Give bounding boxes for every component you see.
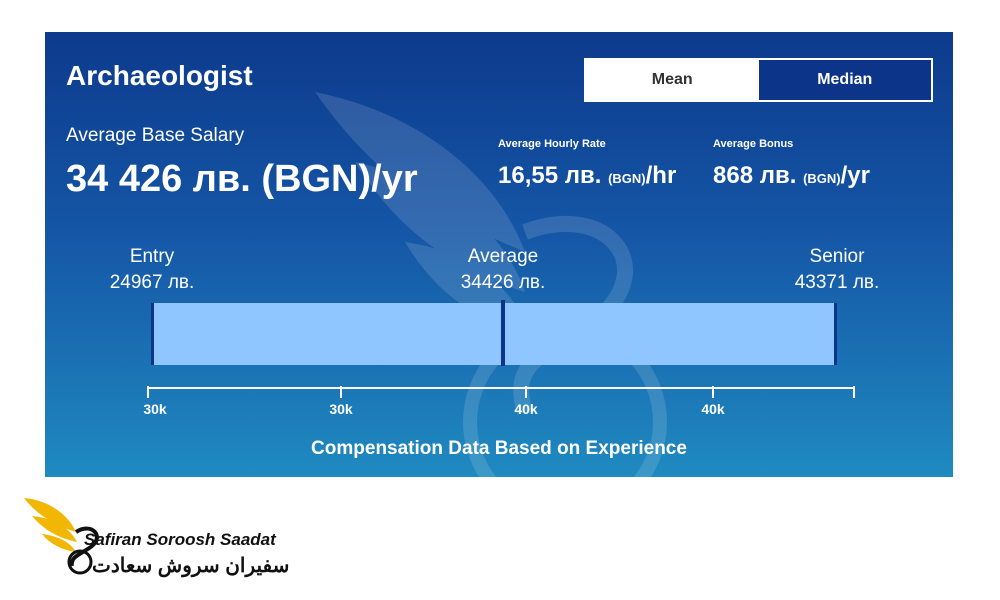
bonus-unit: /yr <box>840 162 870 189</box>
axis-tick-label: 40k <box>514 401 538 417</box>
hourly-currency: (BGN) <box>608 171 646 186</box>
bonus-currency: (BGN) <box>803 171 841 186</box>
salary-axis <box>147 386 855 398</box>
entry-label: Entry <box>129 246 175 267</box>
average-marker <box>501 300 505 366</box>
entry-value: 24967 лв. <box>109 272 195 293</box>
page-title: Archaeologist <box>66 60 253 91</box>
chart-caption: Compensation Data Based on Experience <box>311 438 687 459</box>
hourly-unit: /hr <box>645 162 677 189</box>
brand-name-en: Safiran Soroosh Saadat <box>84 530 276 549</box>
senior-level: Senior 43371 лв. <box>757 244 917 296</box>
axis-tick-label: 40k <box>701 401 725 417</box>
base-salary-value: 34 426 лв. (BGN)/yr <box>66 158 418 200</box>
average-level: Average 34426 лв. <box>423 244 583 296</box>
brand-logo-icon <box>24 498 99 575</box>
brand-name-fa: سفیران سروش سعادت <box>92 555 290 577</box>
hourly-amount: 16,55 лв. <box>498 162 602 189</box>
hourly-rate-label: Average Hourly Rate <box>498 138 606 150</box>
mean-median-toggle[interactable]: Mean Median <box>584 58 933 102</box>
average-label: Average <box>467 246 539 267</box>
hourly-rate-value: 16,55 лв. (BGN)/hr <box>498 162 676 190</box>
bonus-value: 868 лв. (BGN)/yr <box>713 162 870 190</box>
axis-tick-label: 30k <box>329 401 353 417</box>
bonus-amount: 868 лв. <box>713 162 797 189</box>
axis-tick-label: 30k <box>143 401 167 417</box>
bonus-label: Average Bonus <box>713 138 794 150</box>
senior-value: 43371 лв. <box>794 272 880 293</box>
senior-label: Senior <box>809 246 865 267</box>
salary-range-bar <box>151 303 837 365</box>
median-tab[interactable]: Median <box>758 60 931 100</box>
average-value: 34426 лв. <box>460 272 546 293</box>
base-salary-label: Average Base Salary <box>66 125 245 146</box>
salary-card: Archaeologist Mean Median Average Base S… <box>45 32 953 477</box>
entry-level: Entry 24967 лв. <box>72 244 232 296</box>
mean-tab[interactable]: Mean <box>586 60 759 100</box>
